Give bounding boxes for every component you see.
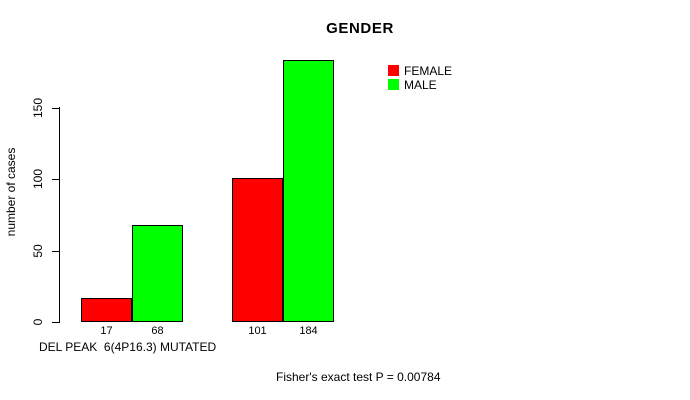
bar-female-group2 (232, 178, 283, 322)
y-axis-tick (52, 108, 60, 109)
legend: FEMALE MALE (388, 65, 452, 93)
y-tick-label: 100 (31, 168, 45, 190)
y-axis-line (59, 107, 60, 323)
legend-swatch-female (388, 65, 399, 76)
y-axis-tick (52, 251, 60, 252)
bar-male-group2 (283, 60, 334, 322)
y-axis-label: number of cases (4, 147, 18, 237)
x-axis-label: DEL PEAK 6(4P16.3) MUTATED (39, 340, 217, 354)
legend-item-female: FEMALE (388, 63, 453, 78)
legend-swatch-male (388, 79, 399, 90)
y-tick-label: 50 (31, 244, 45, 258)
y-axis-tick (52, 179, 60, 180)
y-tick-label: 150 (31, 97, 45, 119)
bar-value-label: 17 (100, 325, 113, 337)
legend-item-male: MALE (388, 77, 452, 92)
chart-title: GENDER (326, 20, 394, 37)
bar-value-label: 68 (151, 325, 164, 337)
legend-label-male: MALE (404, 77, 437, 92)
bar-male-group1 (132, 225, 183, 322)
y-tick-label: 0 (31, 318, 45, 326)
legend-label-female: FEMALE (404, 63, 453, 78)
annotation-fisher-test: Fisher's exact test P = 0.00784 (276, 370, 441, 384)
y-axis-tick (52, 322, 60, 323)
bar-value-label: 101 (248, 325, 267, 337)
bar-value-label: 184 (299, 325, 318, 337)
bar-female-group1 (81, 298, 132, 322)
